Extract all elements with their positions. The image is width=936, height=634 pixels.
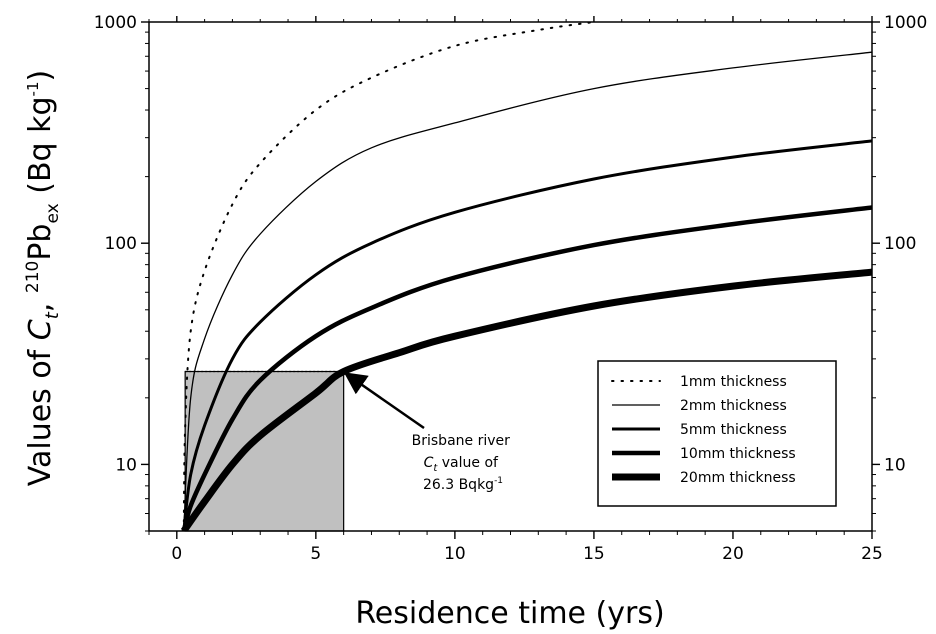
series-line-4 bbox=[181, 205, 872, 531]
annotation-line-1: Brisbane river bbox=[412, 433, 510, 449]
shaded-region bbox=[184, 370, 345, 532]
x-tick-label: 15 bbox=[583, 544, 605, 564]
legend: 1mm thickness 2mm thickness 5mm thickness 1… bbox=[597, 360, 837, 507]
series-layer bbox=[180, 22, 872, 531]
y-tick-label-left: 10 bbox=[115, 455, 137, 475]
series-line-5 bbox=[180, 268, 872, 531]
y-axis-title-element: Pb bbox=[23, 224, 58, 261]
series-line-1 bbox=[182, 22, 595, 531]
x-tick-label: 25 bbox=[861, 544, 883, 564]
annotation-line-3: 26.3 Bqkg bbox=[423, 477, 494, 493]
y-tick-label-right: 1000 bbox=[884, 13, 927, 33]
y-axis-title-unit-sup: -1 bbox=[24, 81, 42, 96]
x-tick-label: 5 bbox=[310, 544, 321, 564]
y-axis-title-unit-open: (Bq kg bbox=[23, 96, 58, 203]
legend-label-4: 10mm thickness bbox=[680, 446, 796, 462]
x-tick-label: 20 bbox=[722, 544, 744, 564]
legend-box bbox=[597, 360, 837, 507]
y-axis-title-symbol-sub: t bbox=[42, 311, 63, 319]
legend-label-1: 1mm thickness bbox=[680, 374, 787, 390]
y-tick-label-left: 1000 bbox=[94, 13, 137, 33]
x-tick-label: 0 bbox=[171, 544, 182, 564]
x-axis-title: Residence time (yrs) bbox=[355, 596, 664, 631]
y-tick-label-right: 10 bbox=[884, 455, 906, 475]
series-line-2 bbox=[183, 51, 872, 531]
y-axis-title-element-sub: ex bbox=[43, 203, 63, 223]
annotation-line-3-sup: -1 bbox=[494, 476, 503, 486]
y-axis-title-sep: , bbox=[23, 293, 58, 312]
y-axis-title-sup: 210 bbox=[23, 261, 43, 293]
y-tick-label-right: 100 bbox=[884, 234, 916, 254]
y-axis-title: Values of Ct, 210Pbex (Bq kg-1) bbox=[23, 70, 63, 486]
annotation-arrow bbox=[343, 372, 425, 430]
legend-label-5: 20mm thickness bbox=[680, 470, 796, 486]
ticks-layer: 0 5 10 15 20 25 10 100 1000 10 100 1000 bbox=[94, 13, 928, 564]
y-tick-label-left: 100 bbox=[105, 234, 137, 254]
y-axis-title-unit-close: ) bbox=[23, 70, 58, 82]
y-axis-title-prefix: Values of bbox=[23, 340, 58, 486]
series-line-3 bbox=[182, 139, 872, 531]
annotation-symbol: C bbox=[424, 455, 434, 471]
x-tick-label: 10 bbox=[444, 544, 466, 564]
annotation-symbol-sub: t bbox=[433, 463, 438, 474]
annotation-line-2: value of bbox=[437, 455, 499, 471]
annotation-text: Brisbane river Ct value of 26.3 Bqkg-1 bbox=[412, 433, 515, 493]
legend-label-2: 2mm thickness bbox=[680, 398, 787, 414]
y-axis-title-symbol: C bbox=[23, 319, 58, 340]
annotation: Brisbane river Ct value of 26.3 Bqkg-1 bbox=[343, 372, 515, 493]
legend-label-3: 5mm thickness bbox=[680, 422, 787, 438]
